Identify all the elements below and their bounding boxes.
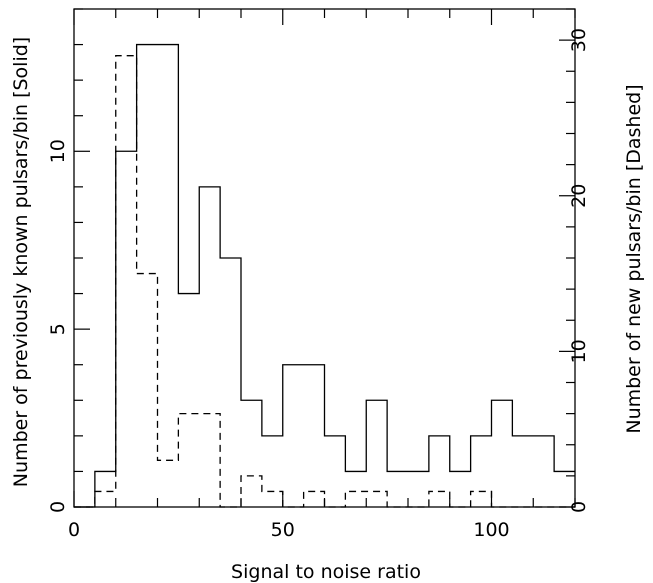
right-y-tick-label: 30 bbox=[568, 28, 590, 52]
new-pulsars-dashed-histogram bbox=[74, 55, 575, 508]
plot-area bbox=[73, 8, 576, 508]
right-y-axis-title: Number of new pulsars/bin [Dashed] bbox=[623, 84, 645, 433]
known-pulsars-solid-histogram bbox=[74, 43, 575, 508]
axis-ticks bbox=[73, 8, 576, 508]
x-tick-label: 100 bbox=[473, 519, 509, 541]
x-tick-label: 50 bbox=[271, 519, 295, 541]
x-tick-label: 0 bbox=[68, 519, 80, 541]
left-y-tick-label: 5 bbox=[47, 323, 69, 335]
left-y-axis-title: Number of previously known pulsars/bin [… bbox=[10, 37, 32, 487]
x-axis-title: Signal to noise ratio bbox=[231, 561, 421, 583]
left-y-tick-label: 0 bbox=[47, 501, 69, 513]
left-y-tick-label: 10 bbox=[47, 139, 69, 163]
right-y-tick-label: 20 bbox=[568, 184, 590, 208]
right-y-tick-label: 0 bbox=[568, 501, 590, 513]
right-y-tick-label: 10 bbox=[568, 339, 590, 363]
